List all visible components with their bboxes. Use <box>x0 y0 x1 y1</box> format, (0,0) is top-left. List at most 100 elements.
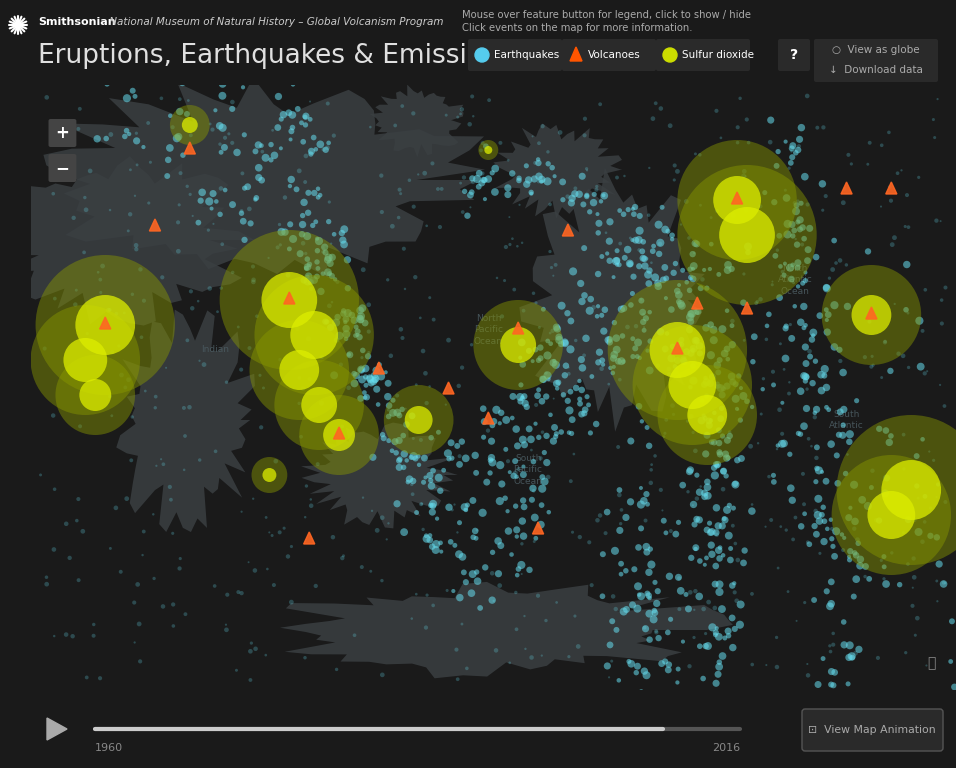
Point <box>165 121 181 134</box>
Point <box>177 61 192 73</box>
Point <box>445 452 460 465</box>
Circle shape <box>63 338 107 382</box>
Point <box>419 220 434 232</box>
Point <box>693 199 708 211</box>
Point <box>295 218 311 230</box>
Point <box>312 235 327 247</box>
Circle shape <box>279 350 319 390</box>
Point <box>169 132 185 144</box>
Point <box>338 328 354 340</box>
Point <box>614 558 629 570</box>
Point <box>374 170 389 182</box>
Point <box>315 351 330 363</box>
Point <box>511 463 526 475</box>
Point <box>114 369 129 381</box>
Point <box>217 131 232 144</box>
Point <box>642 543 658 555</box>
Point <box>799 402 815 415</box>
Point <box>667 360 683 372</box>
Point <box>395 100 410 112</box>
Point <box>121 128 137 141</box>
Point <box>525 355 540 367</box>
Point <box>729 594 745 607</box>
Point <box>707 629 723 641</box>
Point <box>543 409 558 421</box>
Polygon shape <box>280 582 733 678</box>
Point <box>878 336 893 348</box>
Point <box>485 419 500 432</box>
Point <box>293 431 309 443</box>
Point <box>930 478 945 491</box>
Point <box>526 455 541 468</box>
Point <box>212 208 228 220</box>
Point <box>361 346 377 359</box>
Point <box>485 567 500 579</box>
Point <box>697 263 712 276</box>
Point <box>688 515 704 527</box>
Point <box>637 621 652 634</box>
Point <box>448 644 464 656</box>
Point <box>824 533 839 545</box>
Point <box>682 660 697 672</box>
Point <box>424 480 439 492</box>
Point <box>685 273 701 285</box>
Point <box>869 514 884 526</box>
Point <box>308 216 323 228</box>
Point <box>164 69 180 81</box>
Point <box>301 270 316 283</box>
Point <box>175 149 190 161</box>
Point <box>708 502 724 514</box>
Point <box>532 175 547 187</box>
Point <box>310 270 325 283</box>
Point <box>658 427 673 439</box>
Point <box>519 178 534 190</box>
Point <box>929 491 945 503</box>
Point <box>597 190 612 202</box>
Point <box>284 596 299 608</box>
Point <box>479 476 494 488</box>
Point <box>381 435 397 447</box>
Point <box>688 334 704 346</box>
Point <box>861 573 877 585</box>
Point <box>102 390 118 402</box>
Point <box>807 407 822 419</box>
Point <box>783 157 798 169</box>
Point <box>458 576 473 588</box>
Point <box>625 203 641 215</box>
Point <box>302 258 317 270</box>
Point <box>688 720 704 733</box>
Point <box>553 126 568 138</box>
Point <box>182 401 197 413</box>
Point <box>284 125 299 137</box>
Point <box>405 108 421 120</box>
Point <box>499 414 514 426</box>
Point <box>576 407 592 419</box>
Point <box>647 604 663 617</box>
Point <box>352 331 367 343</box>
Point <box>923 502 938 515</box>
Point <box>712 380 728 392</box>
Point <box>627 343 642 355</box>
Point <box>86 630 101 642</box>
Point <box>473 144 489 157</box>
Point <box>532 342 548 354</box>
Point <box>865 359 880 371</box>
Point <box>172 562 187 574</box>
Point <box>852 707 867 719</box>
Point <box>938 496 953 508</box>
Point <box>178 430 193 442</box>
Point <box>310 256 325 268</box>
Point <box>402 473 417 485</box>
Point <box>180 108 195 120</box>
Point <box>717 632 732 644</box>
Point <box>683 586 698 598</box>
Point <box>392 435 407 447</box>
Point <box>657 261 672 273</box>
Point <box>701 596 716 608</box>
Point <box>534 395 550 407</box>
Point <box>477 174 492 186</box>
Point <box>363 565 379 578</box>
Point <box>807 411 822 423</box>
Point <box>756 372 771 385</box>
Point <box>500 188 515 200</box>
